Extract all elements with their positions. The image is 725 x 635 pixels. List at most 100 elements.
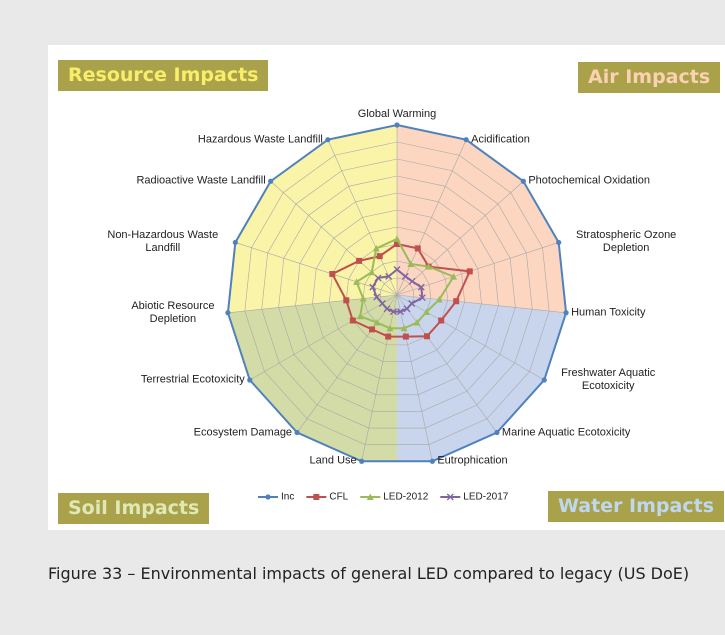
data-point [325, 137, 331, 143]
spoke [396, 139, 467, 296]
spoke [235, 242, 398, 296]
grid-ring [261, 158, 533, 429]
grid-ring [278, 175, 516, 412]
data-point [376, 253, 383, 260]
axis-label: Acidification [471, 133, 530, 146]
data-point [393, 235, 401, 242]
data-point [413, 319, 421, 326]
data-point [349, 317, 356, 324]
data-point [417, 283, 425, 291]
series-line [371, 268, 424, 313]
data-point [450, 273, 458, 280]
quadrant-label: Resource Impacts [58, 60, 269, 91]
data-point [425, 263, 433, 270]
data-point [369, 326, 376, 333]
grid-ring [295, 192, 499, 396]
data-point [407, 260, 415, 267]
axis-label: Non-Hazardous Waste Landfill [107, 229, 219, 255]
data-point [408, 277, 416, 285]
data-point [374, 274, 382, 282]
data-point [422, 308, 430, 315]
data-point [423, 333, 430, 340]
data-point [386, 324, 394, 332]
data-point [397, 308, 404, 316]
data-point [563, 310, 569, 316]
data-point [394, 241, 400, 247]
axis-label: Global Warming [357, 108, 437, 120]
legend-marker [313, 494, 320, 500]
sector [227, 295, 397, 462]
spoke [327, 139, 398, 296]
data-point [373, 293, 381, 301]
data-point [393, 266, 401, 273]
legend-label: LED-2017 [463, 492, 508, 503]
data-point [385, 333, 392, 340]
quadrant-label: Soil Impacts [58, 493, 210, 524]
data-point [385, 272, 393, 280]
data-point [369, 283, 377, 291]
data-point [373, 319, 381, 326]
data-point [356, 257, 363, 264]
data-point [463, 137, 469, 143]
axis-label: Hazardous Waste Landfill [197, 133, 323, 146]
data-point [378, 300, 386, 307]
caption: Figure 33 – Environmental impacts of gen… [48, 564, 690, 583]
data-point [435, 295, 443, 303]
series-line [330, 242, 472, 338]
data-point [359, 458, 365, 464]
legend-marker [366, 493, 374, 500]
data-point [453, 298, 460, 305]
data-point [390, 308, 397, 316]
data-point [402, 333, 409, 340]
data-point [394, 122, 400, 128]
spoke [396, 242, 559, 296]
data-point [556, 239, 562, 246]
axis-label: Freshwater Aquatic Ecotoxicity [561, 367, 656, 392]
quadrant-label: Air Impacts [578, 62, 721, 93]
legend-label: CFL [329, 492, 348, 503]
data-point [268, 178, 274, 184]
data-point [401, 272, 409, 280]
axis-label: Photochemical Oxidation [528, 174, 651, 187]
data-point [494, 429, 500, 436]
series-line [226, 123, 568, 463]
grid-ring [329, 226, 465, 362]
spoke [227, 294, 398, 314]
data-point [329, 270, 336, 277]
data-point [232, 239, 238, 246]
data-point [353, 278, 361, 285]
axis-label: Stratospheric Ozone Depletion [576, 229, 677, 255]
axis-label: Human Toxicity [571, 306, 646, 319]
legend-marker [446, 493, 454, 501]
spoke [361, 294, 398, 462]
axis-label: Abiotic Resource Depletion [131, 299, 215, 325]
spoke [396, 294, 433, 462]
series-line [355, 237, 456, 330]
grid-ring [244, 141, 550, 445]
data-point [225, 310, 231, 316]
axis-label: Land Use [309, 454, 357, 467]
legend-label: LED-2012 [383, 492, 428, 503]
data-point [466, 268, 473, 275]
data-point [356, 312, 364, 320]
data-point [438, 317, 445, 324]
axis-label: Radioactive Waste Landfill [136, 174, 266, 187]
legend-marker [265, 494, 271, 500]
spoke [296, 294, 398, 433]
data-point [343, 297, 350, 304]
data-point [359, 295, 367, 302]
legend-label: Inc [281, 492, 294, 503]
quadrant-label: Water Impacts [548, 491, 724, 522]
grid-ring [312, 209, 482, 379]
data-point [368, 268, 376, 276]
spoke [396, 294, 498, 433]
axis-label: Eutrophication [437, 454, 508, 467]
axis-label: Terrestrial Ecotoxicity [140, 373, 245, 386]
data-point [414, 245, 421, 252]
data-point [403, 305, 411, 313]
data-point [429, 458, 435, 464]
axis-label: Ecosystem Damage [193, 426, 293, 439]
data-point [520, 178, 526, 184]
